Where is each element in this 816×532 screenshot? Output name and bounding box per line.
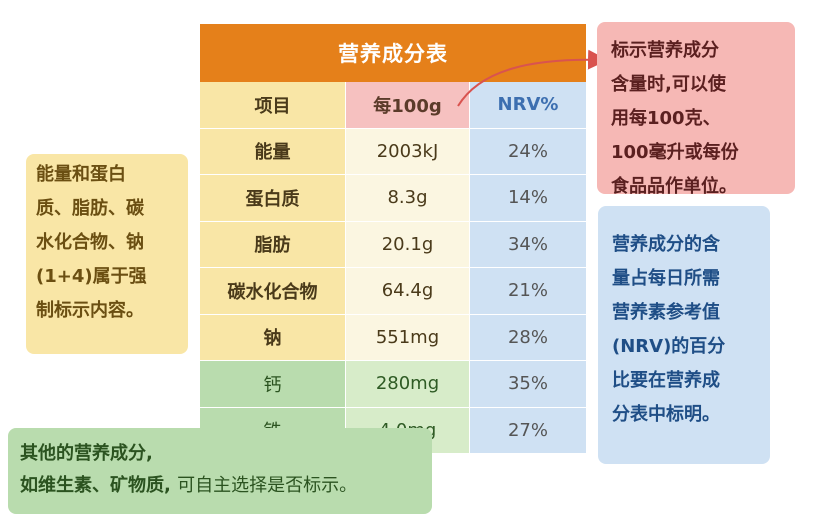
table-row: 钠 551mg 28% — [200, 314, 586, 361]
table-row-optional: 钙 280mg 35% — [200, 361, 586, 408]
note-regular-text: 可自主选择是否标示。 — [177, 475, 358, 496]
row-value: 551mg — [346, 314, 470, 361]
note-line: (NRV)的百分 — [612, 336, 726, 357]
header-nrv: NRV% — [470, 82, 586, 129]
note-line: 含量时,可以使 — [611, 74, 726, 95]
row-value: 64.4g — [346, 268, 470, 315]
note-unit: 标示营养成分 含量时,可以使 用每100克、 100毫升或每份 食品品作单位。 — [597, 22, 795, 197]
note-line: 比要在营养成 — [612, 370, 720, 391]
note-line: 食品品作单位。 — [611, 176, 737, 197]
note-line: 用每100克、 — [611, 108, 721, 129]
note-optional: 其他的营养成分, 如维生素、矿物质, 可自主选择是否标示。 — [8, 428, 432, 514]
row-nrv: 21% — [470, 268, 586, 315]
row-nrv: 28% — [470, 314, 586, 361]
table-row: 碳水化合物 64.4g 21% — [200, 268, 586, 315]
row-item: 钠 — [200, 314, 346, 361]
note-nrv: 营养成分的含 量占每日所需 营养素参考值 (NRV)的百分 比要在营养成 分表中… — [598, 206, 770, 464]
row-nrv: 24% — [470, 128, 586, 175]
table-row: 脂肪 20.1g 34% — [200, 221, 586, 268]
header-item: 项目 — [200, 82, 346, 129]
note-mandatory: 能量和蛋白 质、脂肪、碳 水化合物、钠 (1+4)属于强 制标示内容。 — [26, 154, 188, 354]
table-title: 营养成分表 — [200, 24, 586, 82]
table-row: 蛋白质 8.3g 14% — [200, 175, 586, 222]
row-item: 碳水化合物 — [200, 268, 346, 315]
row-nrv: 14% — [470, 175, 586, 222]
table-row: 能量 2003kJ 24% — [200, 128, 586, 175]
note-line: 分表中标明。 — [612, 404, 720, 425]
note-line: 100毫升或每份 — [611, 142, 739, 163]
note-line: 质、脂肪、碳 — [36, 198, 144, 219]
row-nrv: 27% — [470, 407, 586, 454]
note-line: 营养成分的含 — [612, 234, 720, 255]
row-value: 8.3g — [346, 175, 470, 222]
note-line: (1+4)属于强 — [36, 266, 147, 287]
note-line: 标示营养成分 — [611, 40, 719, 61]
note-line: 营养素参考值 — [612, 302, 720, 323]
header-per100g: 每100g — [346, 82, 470, 129]
row-value: 280mg — [346, 361, 470, 408]
row-value: 2003kJ — [346, 128, 470, 175]
note-line-2: 如维生素、矿物质, 可自主选择是否标示。 — [20, 470, 420, 502]
note-line: 其他的营养成分, — [20, 443, 153, 464]
note-bold-text: 如维生素、矿物质, — [20, 475, 171, 496]
row-nrv: 34% — [470, 221, 586, 268]
row-item: 能量 — [200, 128, 346, 175]
note-line: 制标示内容。 — [36, 300, 144, 321]
note-line: 量占每日所需 — [612, 268, 720, 289]
row-nrv: 35% — [470, 361, 586, 408]
row-item: 钙 — [200, 361, 346, 408]
row-item: 脂肪 — [200, 221, 346, 268]
table-header-row: 项目 每100g NRV% — [200, 82, 586, 129]
row-value: 20.1g — [346, 221, 470, 268]
note-line: 水化合物、钠 — [36, 232, 144, 253]
row-item: 蛋白质 — [200, 175, 346, 222]
note-line: 能量和蛋白 — [36, 164, 126, 185]
